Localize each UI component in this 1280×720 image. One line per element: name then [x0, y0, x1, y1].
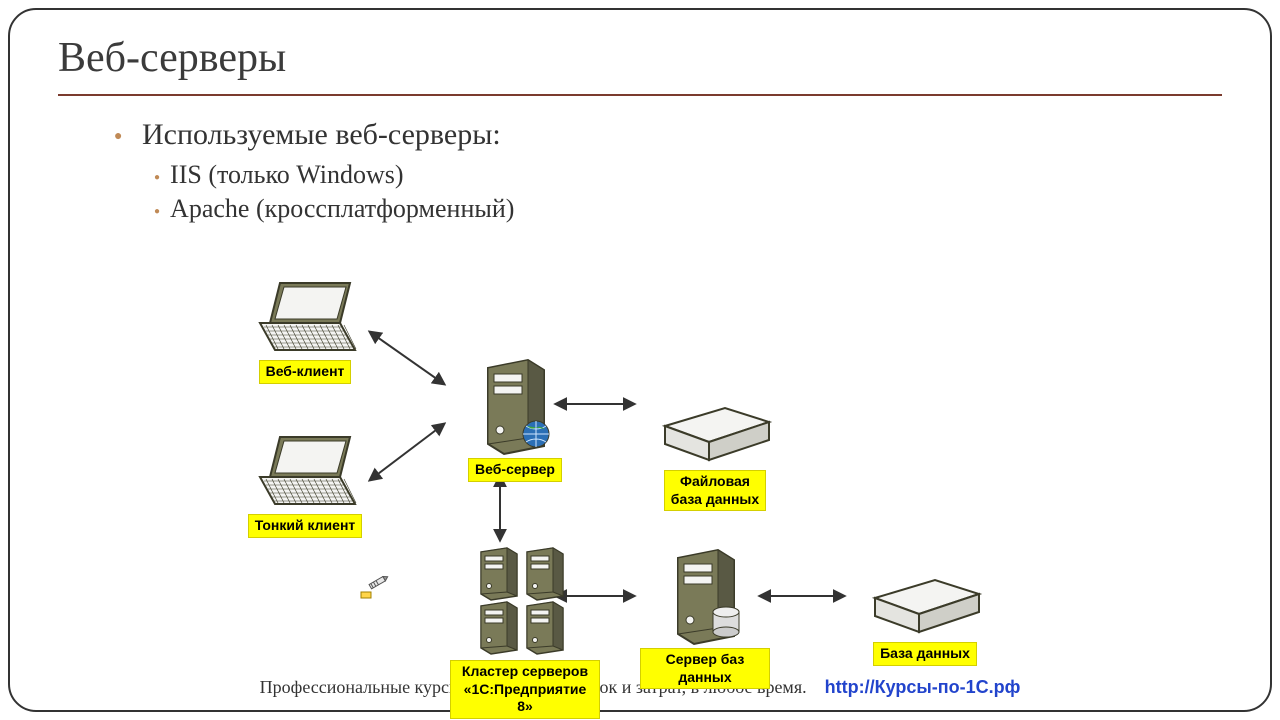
node-label: Веб-сервер — [468, 458, 562, 482]
sub-bullet: IIS (только Windows) — [154, 160, 1222, 190]
sub-bullet: Apache (кроссплатформенный) — [154, 194, 1222, 224]
bullet-list: Используемые веб-серверы: IIS (только Wi… — [58, 118, 1222, 224]
node-thin-client: Тонкий клиент — [240, 432, 370, 538]
node-label: Веб-клиент — [259, 360, 352, 384]
node-db-server: Сервер баз данных — [640, 546, 770, 689]
node-web-client: Веб-клиент — [240, 278, 370, 384]
bullet-main-text: Используемые веб-серверы: — [142, 118, 501, 151]
node-label: Кластер серверов «1С:Предприятие 8» — [450, 660, 600, 719]
node-db: База данных — [850, 570, 1000, 666]
node-label: Сервер баз данных — [640, 648, 770, 689]
title-underline — [58, 94, 1222, 96]
node-label: База данных — [873, 642, 977, 666]
node-file-db: Файловая база данных — [640, 398, 790, 511]
node-web-server: Веб-сервер — [450, 356, 580, 482]
pen-cursor-icon — [360, 572, 390, 602]
bullet-main: Используемые веб-серверы: IIS (только Wi… — [114, 118, 1222, 224]
node-label: Тонкий клиент — [248, 514, 363, 538]
node-cluster: Кластер серверов «1С:Предприятие 8» — [450, 546, 600, 719]
node-label: Файловая база данных — [664, 470, 766, 511]
slide-title: Веб-серверы — [58, 34, 1222, 88]
footer-link[interactable]: http://Курсы-по-1С.рф — [825, 677, 1021, 697]
